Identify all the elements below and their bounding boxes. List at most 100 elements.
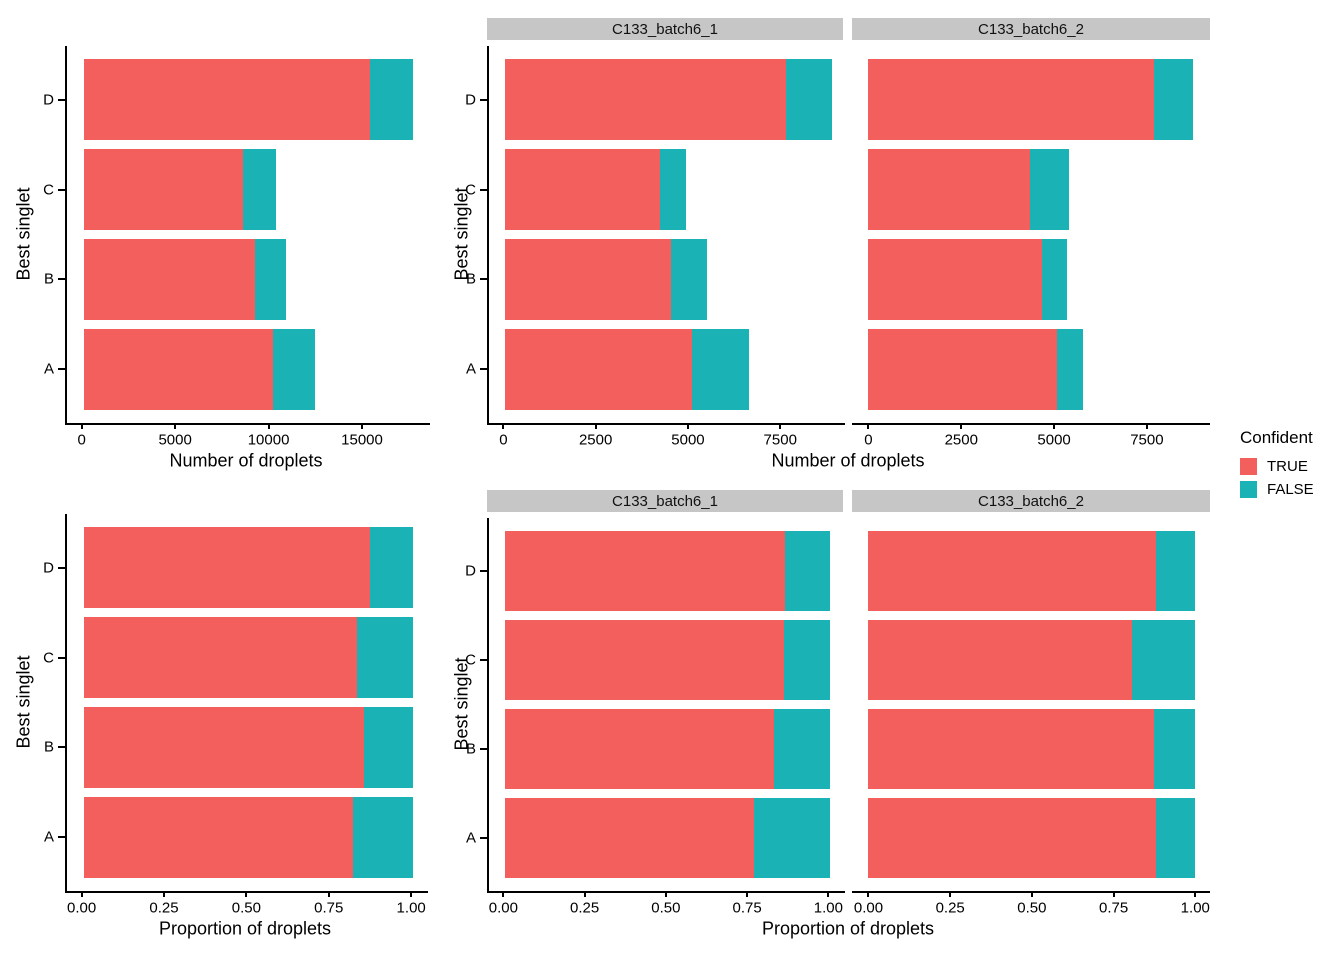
bar-segment-false (1042, 238, 1068, 320)
facet-strip-label: C133_batch6_2 (978, 492, 1084, 510)
bar-segment-true (505, 708, 774, 789)
x-tick (779, 423, 782, 429)
bar-segment-true (505, 328, 692, 410)
plot-panel (487, 518, 845, 893)
x-tick-label: 1.00 (813, 899, 843, 917)
bar-row-B (868, 708, 1210, 789)
legend-title: Confident (1240, 428, 1313, 447)
bar-row-B (83, 238, 430, 320)
x-tick (1194, 891, 1197, 897)
x-tick-label: 5000 (1037, 431, 1071, 449)
x-tick (1053, 423, 1056, 429)
legend-swatch-true (1240, 458, 1257, 475)
bar-row-B (868, 238, 1210, 320)
x-tick-label: 0.00 (488, 899, 518, 917)
y-axis-title: Best singlet (13, 655, 34, 749)
bar-segment-false (357, 617, 414, 698)
legend-item-true: TRUE (1236, 458, 1340, 475)
y-category-label: B (465, 740, 476, 758)
bar-row-D (868, 531, 1210, 612)
x-tick-label: 10000 (247, 431, 290, 449)
y-axis-title: Best singlet (451, 657, 472, 751)
bar-segment-true (505, 797, 754, 878)
bar-segment-false (785, 59, 833, 141)
bar-row-C (868, 620, 1210, 701)
bar-segment-false (691, 328, 749, 410)
bar-segment-true (868, 328, 1058, 410)
x-axis-title: Number of droplets (771, 450, 925, 471)
y-tick (58, 836, 65, 839)
y-tick (58, 566, 65, 569)
bar-segment-true (83, 796, 354, 878)
bar-row-A (505, 328, 845, 410)
x-tick (410, 891, 413, 897)
y-tick (480, 98, 487, 101)
bar-segment-true (868, 797, 1156, 878)
plot-panel (852, 518, 1210, 893)
y-category-label: A (465, 360, 476, 378)
legend-confident: Confident TRUE FALSE (1236, 428, 1340, 504)
x-tick (162, 891, 165, 897)
bar-segment-true (868, 531, 1157, 612)
bar-segment-true (83, 149, 244, 230)
x-tick-label: 0 (77, 431, 86, 449)
x-tick (245, 891, 248, 897)
facet-strip: C133_batch6_1 (487, 18, 843, 40)
y-category-label: B (465, 270, 476, 288)
y-category-label: A (465, 829, 476, 847)
x-axis-title: Number of droplets (169, 450, 323, 471)
bar-segment-false (369, 59, 413, 141)
bar-segment-false (773, 708, 831, 789)
y-tick (480, 278, 487, 281)
bar-segment-true (868, 59, 1155, 141)
y-category-label: C (43, 649, 54, 667)
x-tick (502, 423, 505, 429)
x-tick (174, 423, 177, 429)
x-tick-label: 0.50 (651, 899, 681, 917)
y-category-label: B (43, 738, 54, 756)
x-tick-label: 7500 (763, 431, 797, 449)
bar-segment-true (505, 620, 784, 701)
x-tick (949, 891, 952, 897)
bar-segment-true (505, 531, 785, 612)
y-axis-title: Best singlet (13, 187, 34, 281)
bar-segment-false (369, 527, 414, 609)
y-category-label: A (43, 828, 54, 846)
y-category-label: D (43, 559, 54, 577)
y-tick (480, 188, 487, 191)
bar-row-D (83, 59, 430, 141)
bar-segment-true (868, 708, 1155, 789)
x-tick (583, 891, 586, 897)
bar-row-C (505, 620, 845, 701)
x-tick (1112, 891, 1115, 897)
facet-strip: C133_batch6_2 (852, 490, 1210, 512)
x-tick (746, 891, 749, 897)
y-tick (480, 836, 487, 839)
y-tick (480, 368, 487, 371)
bar-segment-true (868, 238, 1043, 320)
legend-swatch-false (1240, 481, 1257, 498)
bar-row-C (505, 149, 845, 230)
x-tick-label: 0.75 (314, 899, 344, 917)
y-tick (58, 188, 65, 191)
plot-panel (487, 46, 845, 425)
bar-row-A (505, 797, 845, 878)
bar-segment-true (83, 59, 370, 141)
bar-segment-true (83, 706, 364, 788)
x-tick (80, 423, 83, 429)
x-tick (867, 891, 870, 897)
bar-segment-true (83, 328, 273, 410)
x-tick-label: 5000 (158, 431, 192, 449)
legend-item-false: FALSE (1236, 481, 1340, 498)
facet-strip-label: C133_batch6_1 (612, 20, 718, 38)
bar-row-A (868, 797, 1210, 878)
plot-panel (852, 46, 1210, 425)
x-tick (80, 891, 83, 897)
x-tick-label: 0.75 (1098, 899, 1129, 917)
bar-segment-true (83, 617, 358, 698)
